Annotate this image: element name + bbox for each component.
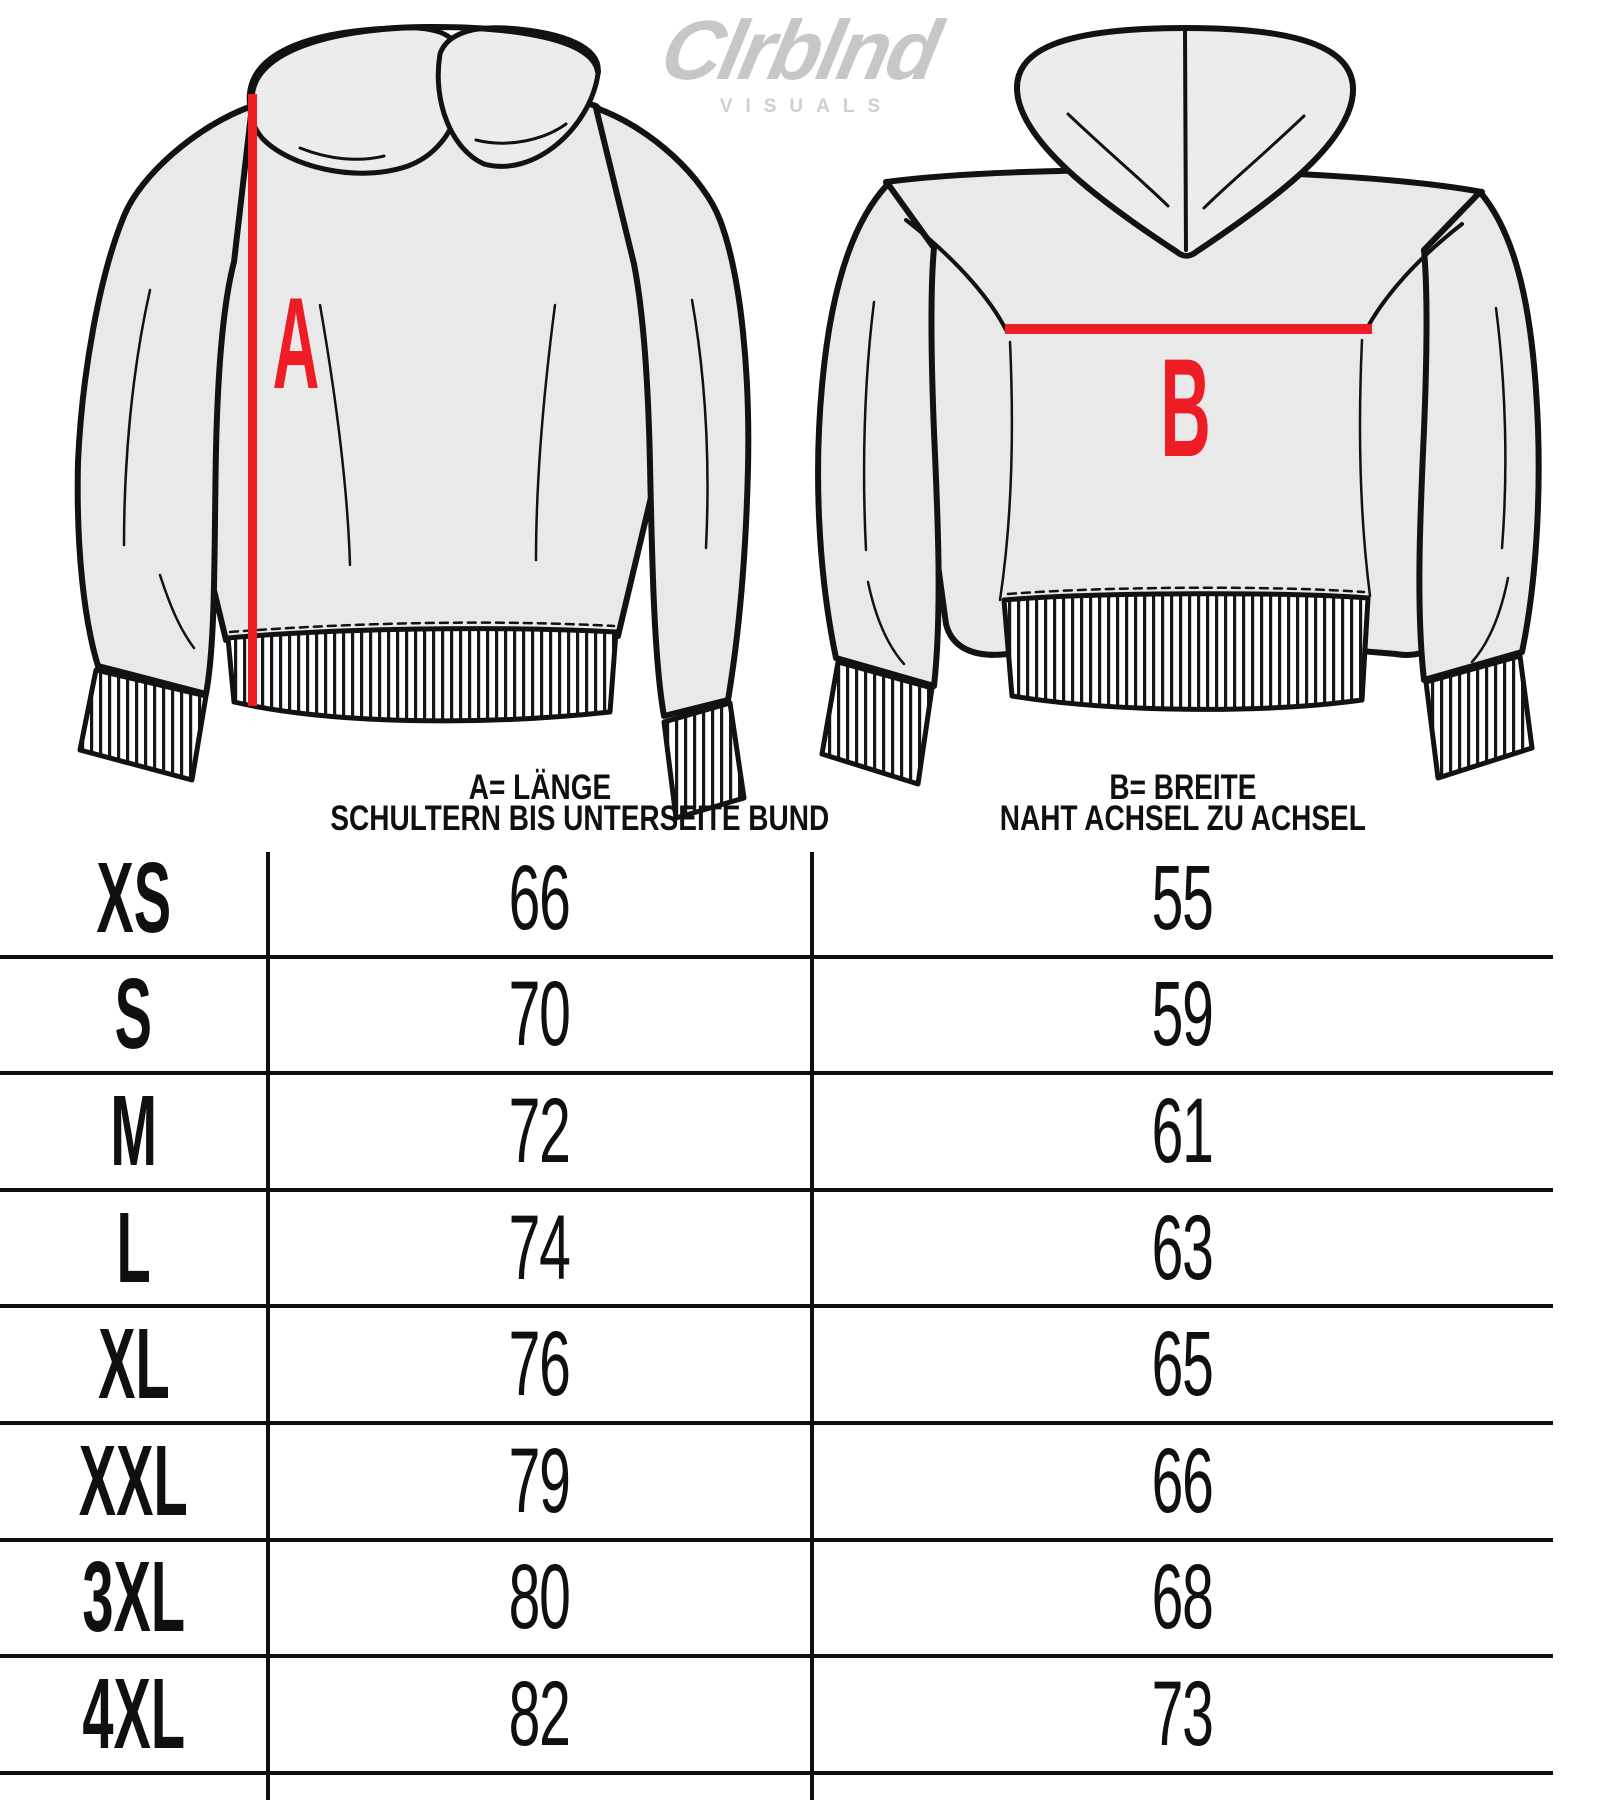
column-header-b: B= BREITE NAHT ACHSEL ZU ACHSEL	[812, 768, 1553, 838]
width-cell: 63	[1151, 1196, 1214, 1299]
size-cell: M	[110, 1074, 157, 1187]
brand-logo-script: Clrblnd	[653, 3, 947, 97]
width-cell: 65	[1151, 1313, 1214, 1416]
width-cell: 59	[1151, 963, 1214, 1066]
size-cell: 3XL	[82, 1541, 185, 1654]
width-cell: 73	[1151, 1662, 1214, 1765]
column-b-subtitle: NAHT ACHSEL ZU ACHSEL	[999, 799, 1366, 838]
table-column-divider-1	[266, 852, 270, 1800]
width-cell: 55	[1151, 846, 1214, 949]
measure-line-b	[1005, 324, 1372, 334]
measure-label-a: A	[240, 278, 352, 408]
column-b-title: B= BREITE	[1108, 768, 1257, 807]
size-cell: L	[116, 1191, 151, 1304]
hoodie-front-illustration	[74, 23, 752, 821]
size-cell: XXL	[79, 1424, 188, 1537]
size-cell: XL	[97, 1308, 170, 1421]
column-header-a: A= LÄNGE SCHULTERN BIS UNTERSEITE BUND	[268, 768, 830, 838]
length-cell: 66	[508, 846, 571, 949]
measure-label-b-text: B	[1160, 329, 1212, 486]
table-row: M 72 61	[0, 1075, 1553, 1192]
size-cell: 4XL	[82, 1657, 185, 1770]
brand-logo-subtitle: VISUALS	[719, 96, 894, 118]
length-cell: 70	[508, 963, 571, 1066]
width-cell: 68	[1151, 1546, 1214, 1649]
size-cell: XS	[96, 841, 171, 954]
size-table: XS 66 55 S 70 59 M 72 61 L 74 63 XL 76 6…	[0, 842, 1553, 1800]
length-cell: 76	[508, 1313, 571, 1416]
length-cell: 74	[508, 1196, 571, 1299]
brand-logo: Clrblnd VISUALS	[560, 3, 1040, 118]
length-cell: 80	[508, 1546, 571, 1649]
measure-label-a-text: A	[272, 270, 320, 416]
hoodie-back-illustration	[815, 25, 1542, 787]
table-row: 3XL 80 68	[0, 1541, 1553, 1659]
table-column-divider-2	[810, 852, 814, 1800]
hoodie-illustrations	[74, 23, 1542, 821]
width-cell: 66	[1151, 1429, 1214, 1532]
length-cell: 79	[508, 1429, 571, 1532]
width-cell: 61	[1151, 1079, 1214, 1182]
length-cell: 72	[508, 1079, 571, 1182]
column-a-subtitle: SCHULTERN BIS UNTERSEITE BUND	[330, 799, 830, 838]
table-row: XS 66 55	[0, 842, 1553, 959]
length-cell: 82	[508, 1662, 571, 1765]
size-cell: S	[114, 958, 153, 1071]
table-row: XL 76 65	[0, 1308, 1553, 1425]
column-a-title: A= LÄNGE	[468, 768, 612, 807]
table-row: S 70 59	[0, 958, 1553, 1076]
table-row: XXL 79 66	[0, 1425, 1553, 1542]
table-row: L 74 63	[0, 1192, 1553, 1309]
measure-label-b: B	[1130, 338, 1242, 478]
table-row: 4XL 82 73	[0, 1658, 1553, 1775]
measure-line-a	[248, 94, 257, 706]
